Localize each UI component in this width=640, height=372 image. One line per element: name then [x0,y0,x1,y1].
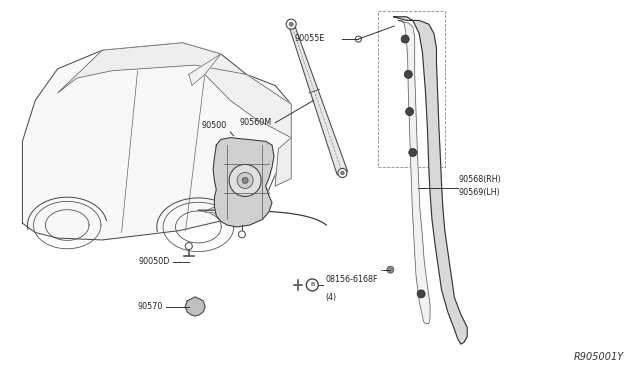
Polygon shape [205,54,291,138]
Text: 90570: 90570 [138,302,163,311]
Circle shape [237,172,253,189]
Polygon shape [289,23,348,175]
Circle shape [338,169,347,177]
Circle shape [401,35,409,43]
Polygon shape [189,54,221,86]
Polygon shape [213,138,274,227]
Text: (4): (4) [325,293,336,302]
Text: 08156-6168F: 08156-6168F [325,275,378,283]
Polygon shape [205,186,269,216]
Circle shape [286,19,296,29]
Circle shape [387,266,394,273]
Circle shape [417,290,425,298]
Text: 90050D: 90050D [138,257,170,266]
Text: 90568(RH): 90568(RH) [459,175,502,184]
Circle shape [242,177,248,183]
Text: R905001Y: R905001Y [573,352,624,362]
Circle shape [289,22,293,26]
Polygon shape [22,43,291,240]
Circle shape [409,148,417,157]
Circle shape [404,70,412,78]
Polygon shape [275,138,291,186]
Polygon shape [58,43,246,93]
Polygon shape [185,297,205,316]
Circle shape [229,164,261,196]
Polygon shape [398,20,430,324]
Text: B: B [310,282,314,288]
Circle shape [186,243,192,250]
Text: 90560M: 90560M [240,118,272,127]
Circle shape [340,171,344,175]
Circle shape [239,231,245,238]
Circle shape [406,108,413,116]
Polygon shape [394,17,467,344]
Text: 90569(LH): 90569(LH) [459,188,500,197]
Text: 90055E: 90055E [295,34,325,43]
Text: 90500: 90500 [202,121,227,130]
